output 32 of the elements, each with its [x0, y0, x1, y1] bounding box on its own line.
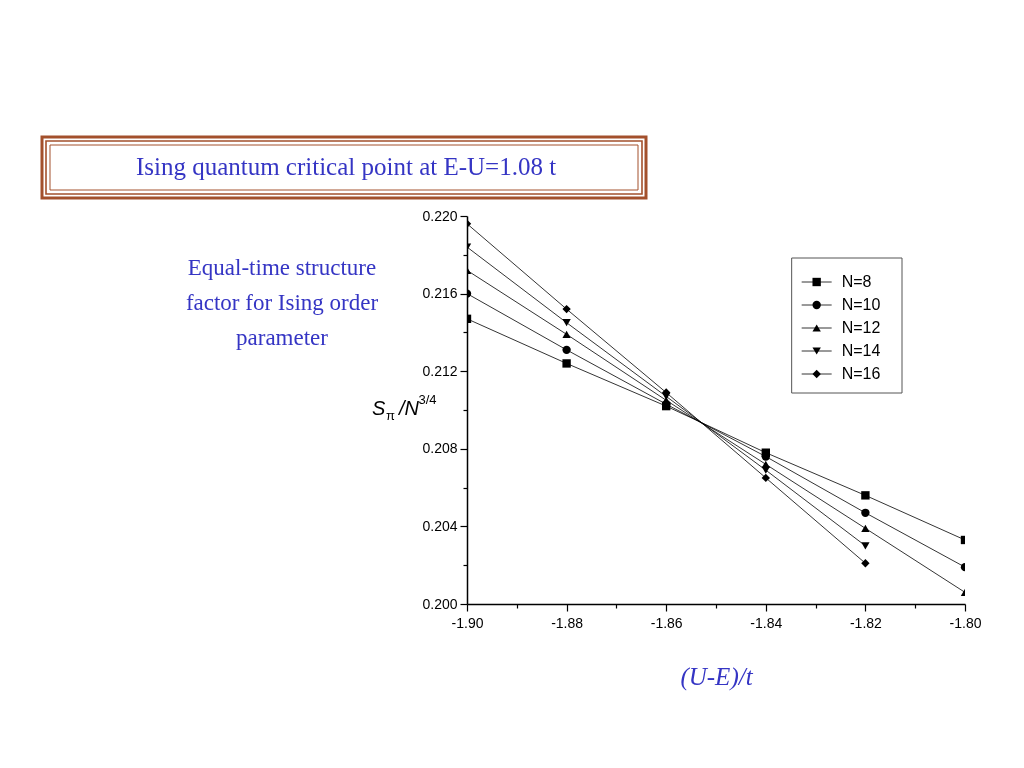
y-tick-label: 0.220 — [422, 207, 458, 224]
x-tick-label: -1.82 — [849, 614, 883, 631]
legend-label: N=8 — [841, 273, 872, 290]
x-tick-label: -1.84 — [750, 614, 783, 631]
x-axis-title: (U-E)/t — [680, 662, 754, 691]
x-tick-label: -1.86 — [650, 614, 683, 631]
legend-label: N=16 — [841, 365, 881, 382]
point — [562, 330, 571, 338]
y-tick-label: 0.204 — [422, 517, 458, 534]
x-tick-label: -1.80 — [949, 614, 982, 631]
point — [761, 466, 770, 474]
point — [861, 542, 870, 550]
point — [861, 559, 870, 568]
x-tick-label: -1.88 — [551, 614, 584, 631]
point — [861, 508, 870, 517]
legend-label: N=14 — [841, 342, 881, 359]
x-tick-label: -1.90 — [451, 614, 484, 631]
chart-title: Ising quantum critical point at E-U=1.08 t — [135, 153, 557, 180]
legend-label: N=10 — [841, 296, 881, 313]
point — [761, 473, 770, 483]
point — [861, 524, 870, 532]
point — [861, 491, 870, 500]
y-tick-label: 0.200 — [422, 595, 458, 612]
point — [562, 359, 571, 368]
point — [562, 345, 571, 355]
legend-label: N=12 — [841, 319, 881, 336]
y-tick-label: 0.208 — [422, 440, 458, 457]
y-tick-label: 0.216 — [422, 285, 458, 302]
point — [562, 319, 571, 327]
point — [562, 304, 571, 314]
y-tick-label: 0.212 — [422, 362, 458, 379]
text: Equal-time structure factor for Ising order parameter — [185, 255, 379, 350]
